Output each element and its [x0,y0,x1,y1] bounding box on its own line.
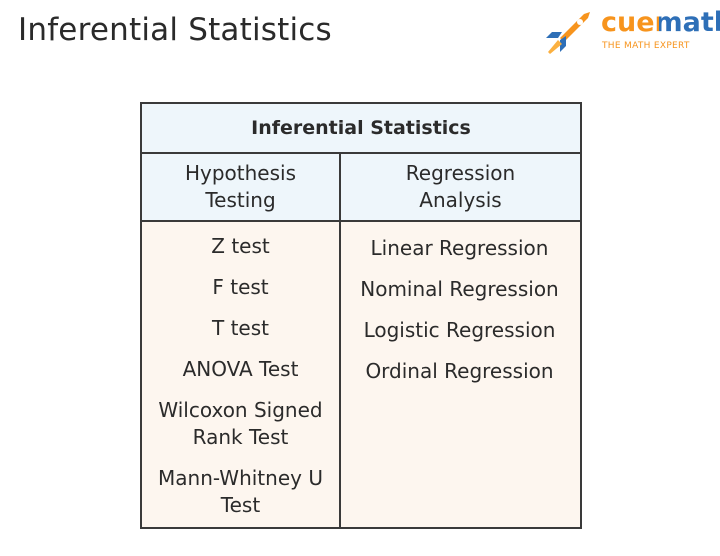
logo-tagline: THE MATH EXPERT [602,41,690,51]
table-item: T test [212,316,269,340]
column-items: Linear Regression Nominal Regression Logis… [339,222,578,527]
table-item: Linear Regression [370,236,549,260]
table-item: Mann-Whitney U Test [158,466,323,517]
table-item: Ordinal Regression [365,359,554,383]
table-item: ANOVA Test [182,357,299,381]
column-heading: Regression Analysis [405,161,516,212]
table-body: Z test F test T test ANOVA Test Wilcoxon Sig… [142,222,580,527]
column-heading-cell: Regression Analysis [339,154,580,220]
table-item: Logistic Regression [363,318,556,342]
table: Inferential Statistics Hypothesis Testin… [140,102,582,529]
logo-icon [546,12,590,54]
table-header-row: Hypothesis Testing Regression Analysis [142,154,580,222]
table-item: Z test [211,234,270,258]
table-item: F test [212,275,269,299]
column-items: Z test F test T test ANOVA Test Wilcoxon Sig… [142,222,339,527]
table-title: Inferential Statistics [142,104,580,154]
column-heading: Hypothesis Testing [184,161,297,212]
column-heading-cell: Hypothesis Testing [142,154,339,220]
page-title: Inferential Statistics [18,12,332,48]
table-item: Wilcoxon Signed Rank Test [158,398,323,449]
table-item: Nominal Regression [360,277,559,301]
logo-name: cuemath [601,8,720,38]
